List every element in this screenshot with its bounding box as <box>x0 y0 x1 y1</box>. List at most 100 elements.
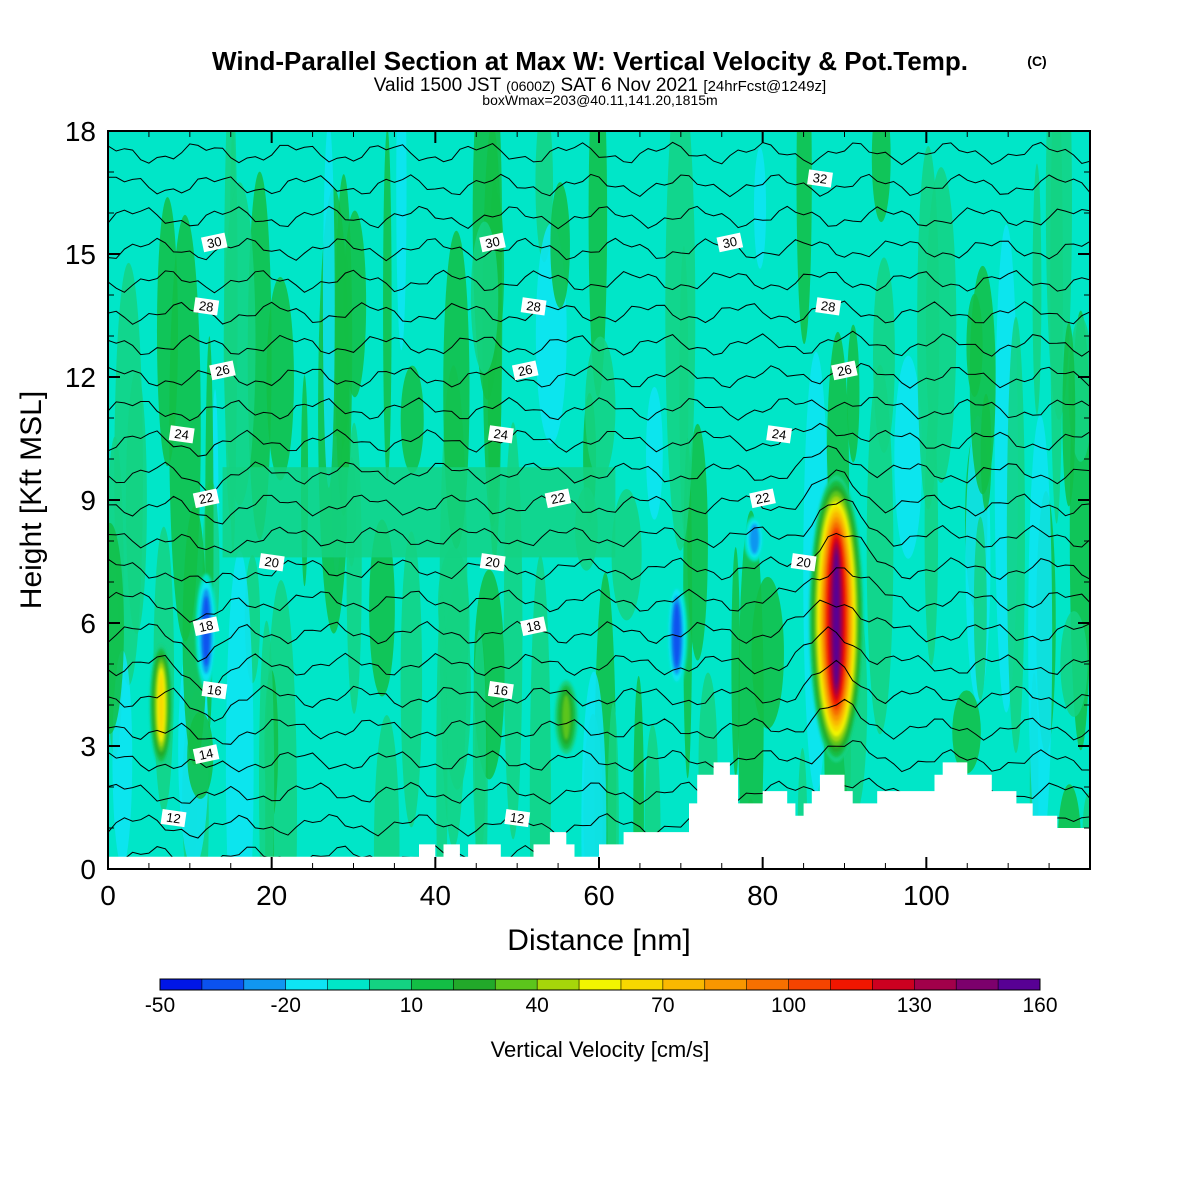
theta-label-box <box>790 553 817 572</box>
theta-label-box <box>192 744 220 764</box>
x-tick-label: 0 <box>100 880 116 911</box>
theta-contour-label: 28 <box>520 297 547 316</box>
velocity-streak <box>585 336 616 479</box>
y-tick-label: 6 <box>80 608 96 639</box>
velocity-streak <box>607 703 619 869</box>
updraft-shade <box>562 694 571 740</box>
theta-contour <box>108 740 1090 773</box>
theta-label-box <box>520 297 547 316</box>
velocity-streak <box>894 355 923 559</box>
theta-contour-label: 12 <box>160 808 187 828</box>
theta-label-box <box>479 232 506 253</box>
theta-label-box <box>807 169 833 188</box>
theta-contour-label: 16 <box>201 681 228 700</box>
y-tick-label: 18 <box>65 116 96 147</box>
velocity-streak <box>1060 611 1088 717</box>
colorbar-swatch <box>411 979 454 990</box>
theta-label-text: 26 <box>836 362 853 380</box>
theta-contour <box>108 469 1090 525</box>
theta-contour-label: 16 <box>487 681 514 700</box>
theta-contour <box>108 269 1090 294</box>
theta-label-text: 22 <box>549 489 566 507</box>
theta-label-box <box>487 425 514 444</box>
velocity-streak <box>581 671 607 869</box>
theta-label-text: 12 <box>509 810 525 827</box>
x-tick-label: 20 <box>256 880 287 911</box>
theta-contour-label: 32 <box>807 169 833 188</box>
theta-label-text: 22 <box>754 489 771 507</box>
velocity-streak <box>247 171 272 540</box>
x-tick-label: 40 <box>420 880 451 911</box>
chart-title-mark: (C) <box>1027 53 1046 69</box>
velocity-streak <box>973 516 987 701</box>
theta-label-text: 20 <box>264 554 280 571</box>
colorbar-tick-label: -20 <box>271 994 301 1017</box>
theta-contour <box>108 626 1090 696</box>
velocity-streak <box>611 489 642 621</box>
velocity-streak <box>550 182 570 309</box>
theta-label-text: 28 <box>525 298 541 315</box>
theta-contour <box>108 422 1090 457</box>
colorbar-swatch <box>872 979 915 990</box>
velocity-streak <box>1006 316 1025 754</box>
theta-contour <box>108 445 1090 492</box>
velocity-streak <box>223 182 256 506</box>
velocity-streak <box>1050 131 1063 524</box>
velocity-streak <box>108 522 124 734</box>
theta-contour <box>108 362 1090 389</box>
colorbar-swatch <box>369 979 412 990</box>
velocity-band <box>222 467 616 558</box>
theta-contour-label: 20 <box>479 553 506 572</box>
theta-label-box <box>716 232 744 253</box>
theta-label-text: 28 <box>820 298 836 315</box>
theta-label-text: 22 <box>197 489 214 507</box>
colorbar-swatch <box>579 979 622 990</box>
subtitle-forecast: [24hrFcst@1249z] <box>703 78 826 95</box>
theta-label-box <box>511 360 539 381</box>
theta-contour-label: 24 <box>766 425 793 444</box>
theta-contour <box>108 237 1090 262</box>
theta-label-text: 24 <box>493 426 509 443</box>
colorbar-swatch <box>788 979 831 990</box>
colorbar-swatch <box>914 979 957 990</box>
velocity-streak <box>969 265 996 495</box>
colorbar-swatch <box>243 979 287 990</box>
colorbar-swatch <box>327 979 371 990</box>
theta-label-text: 12 <box>165 810 181 827</box>
downdraft-shade <box>749 523 760 554</box>
theta-label-box <box>192 488 220 509</box>
colorbar-label: Vertical Velocity [cm/s] <box>491 1037 710 1062</box>
theta-contour <box>108 599 1090 663</box>
x-tick-label: 60 <box>583 880 614 911</box>
plot-area <box>108 131 1090 869</box>
theta-contour-label: 26 <box>209 360 236 381</box>
theta-contour-label: 22 <box>749 488 776 509</box>
theta-label-box <box>544 488 572 509</box>
theta-contour-label: 24 <box>487 425 514 444</box>
theta-label-box <box>193 297 220 316</box>
y-tick-label: 0 <box>80 854 96 885</box>
theta-label-text: 32 <box>812 170 828 187</box>
colorbar-tick-label: 100 <box>771 994 806 1017</box>
theta-label-box <box>487 681 514 700</box>
chart-subtitle: Valid 1500 JST (0600Z) SAT 6 Nov 2021 [2… <box>374 75 826 96</box>
velocity-streak <box>687 423 708 661</box>
colorbar-swatch <box>830 979 873 990</box>
theta-label-box <box>201 681 228 700</box>
theta-label-box <box>504 808 531 828</box>
theta-label-box <box>160 808 187 828</box>
theta-contour <box>108 698 1090 745</box>
colorbar-tick-label: 130 <box>897 994 932 1017</box>
theta-label-text: 16 <box>206 682 222 699</box>
theta-label-text: 16 <box>493 682 509 699</box>
colorbar-swatch <box>160 979 203 990</box>
theta-label-box <box>192 616 220 637</box>
theta-label-text: 18 <box>525 617 542 635</box>
theta-contour-label: 26 <box>831 360 858 381</box>
chart-subtitle-2: boxWmax=203@40.11,141.20,1815m <box>482 92 717 108</box>
colorbar-tick-label: 70 <box>651 994 674 1017</box>
theta-contour-label: 30 <box>479 232 506 253</box>
velocity-streak <box>472 629 486 860</box>
theta-label-text: 26 <box>214 362 231 380</box>
subtitle-date: SAT 6 Nov 2021 <box>560 75 698 96</box>
